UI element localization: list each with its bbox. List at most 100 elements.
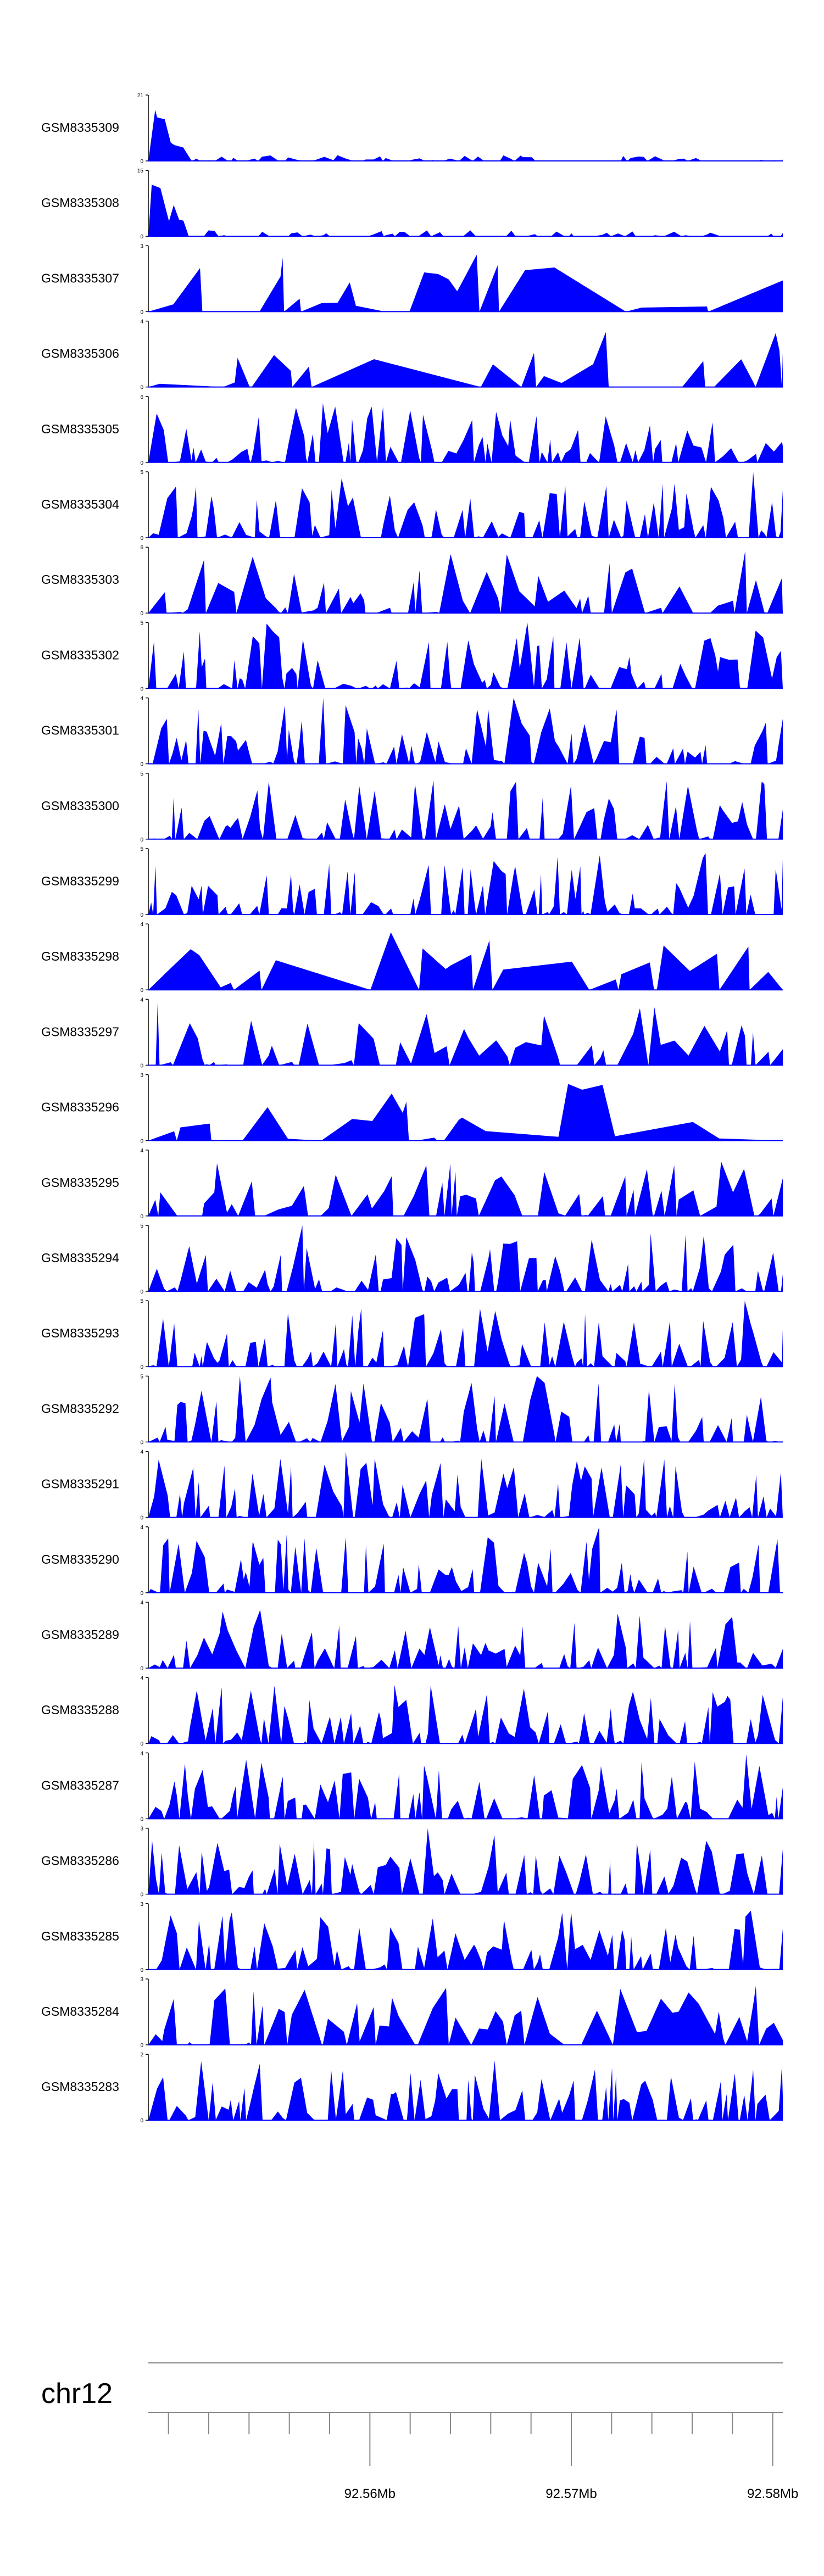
track-GSM8335304: GSM8335304 5 0 <box>41 470 783 542</box>
track-label: GSM8335286 <box>41 1854 119 1868</box>
track-GSM8335299: GSM8335299 5 0 <box>41 846 783 918</box>
y-max-label: 4 <box>140 1525 143 1531</box>
track-GSM8335293: GSM8335293 5 0 <box>41 1298 783 1370</box>
track-label: GSM8335298 <box>41 949 119 963</box>
track-GSM8335302: GSM8335302 5 0 <box>41 620 783 692</box>
coverage-area <box>148 1225 783 1291</box>
y-max-label: 6 <box>140 545 143 551</box>
coverage-area <box>148 403 783 462</box>
coverage-area <box>148 332 783 387</box>
track-label: GSM8335287 <box>41 1778 119 1792</box>
track-label: GSM8335301 <box>41 723 119 738</box>
track-label: GSM8335296 <box>41 1100 119 1114</box>
coverage-area <box>148 1609 783 1668</box>
y-min-label: 0 <box>140 2043 143 2049</box>
track-label: GSM8335284 <box>41 2004 119 2019</box>
y-min-label: 0 <box>140 912 143 918</box>
y-max-label: 4 <box>140 997 143 1003</box>
y-max-label: 4 <box>140 1600 143 1606</box>
coverage-area <box>148 1002 783 1066</box>
y-min-label: 0 <box>140 1967 143 1973</box>
chromosome-label: chr12 <box>41 2378 113 2410</box>
coverage-area <box>148 185 783 237</box>
coverage-area <box>148 472 783 538</box>
track-GSM8335289: GSM8335289 4 0 <box>41 1600 783 1672</box>
y-min-label: 0 <box>140 1063 143 1069</box>
y-max-label: 5 <box>140 470 143 476</box>
y-max-label: 4 <box>140 922 143 928</box>
track-label: GSM8335304 <box>41 497 119 511</box>
y-min-label: 0 <box>140 1364 143 1370</box>
y-max-label: 4 <box>140 1449 143 1456</box>
y-max-label: 5 <box>140 620 143 626</box>
y-min-label: 0 <box>140 536 143 542</box>
y-min-label: 0 <box>140 837 143 843</box>
track-GSM8335306: GSM8335306 4 0 <box>41 319 783 391</box>
y-max-label: 15 <box>137 168 144 174</box>
y-max-label: 3 <box>140 1902 143 1908</box>
coverage-area <box>148 1526 783 1593</box>
track-GSM8335292: GSM8335292 5 0 <box>41 1374 783 1446</box>
coverage-area <box>148 1910 783 1970</box>
y-max-label: 6 <box>140 394 143 400</box>
track-label: GSM8335307 <box>41 271 119 285</box>
y-min-label: 0 <box>140 1666 143 1672</box>
track-GSM8335294: GSM8335294 5 0 <box>41 1223 783 1295</box>
track-label: GSM8335302 <box>41 648 119 662</box>
y-max-label: 4 <box>140 319 143 325</box>
y-min-label: 0 <box>140 1892 143 1898</box>
y-max-label: 5 <box>140 771 143 777</box>
y-max-label: 5 <box>140 1374 143 1380</box>
coverage-area <box>148 1084 783 1141</box>
y-max-label: 2 <box>140 2052 143 2058</box>
track-label: GSM8335306 <box>41 347 119 361</box>
coverage-area <box>148 853 783 915</box>
coverage-area <box>148 1754 783 1819</box>
y-max-label: 3 <box>140 1977 143 1983</box>
track-label: GSM8335292 <box>41 1401 119 1415</box>
track-label: GSM8335289 <box>41 1627 119 1642</box>
y-min-label: 0 <box>140 1214 143 1220</box>
coverage-area <box>148 1376 783 1442</box>
y-max-label: 21 <box>137 93 144 99</box>
y-min-label: 0 <box>140 460 143 466</box>
y-min-label: 0 <box>140 988 143 994</box>
coordinate-label: 92.57Mb <box>545 2486 597 2501</box>
track-GSM8335288: GSM8335288 4 0 <box>41 1675 783 1747</box>
y-max-label: 3 <box>140 243 143 249</box>
y-min-label: 0 <box>140 159 143 165</box>
track-label: GSM8335294 <box>41 1251 119 1265</box>
track-GSM8335298: GSM8335298 4 0 <box>41 922 783 994</box>
coverage-area <box>148 1161 783 1216</box>
track-GSM8335283: GSM8335283 2 0 <box>41 2052 783 2124</box>
track-GSM8335287: GSM8335287 4 0 <box>41 1750 783 1822</box>
y-max-label: 5 <box>140 1298 143 1304</box>
y-min-label: 0 <box>140 1591 143 1597</box>
y-min-label: 0 <box>140 1515 143 1521</box>
track-GSM8335284: GSM8335284 3 0 <box>41 1977 783 2049</box>
track-label: GSM8335291 <box>41 1477 119 1491</box>
y-min-label: 0 <box>140 1289 143 1295</box>
y-min-label: 0 <box>140 1741 143 1747</box>
coverage-area <box>148 551 783 614</box>
track-GSM8335309: GSM8335309 21 0 <box>41 93 783 165</box>
track-GSM8335295: GSM8335295 4 0 <box>41 1148 783 1220</box>
track-label: GSM8335288 <box>41 1703 119 1717</box>
coordinate-label: 92.56Mb <box>344 2486 396 2501</box>
coverage-area <box>148 2060 783 2121</box>
y-max-label: 4 <box>140 1148 143 1154</box>
y-min-label: 0 <box>140 611 143 617</box>
track-label: GSM8335300 <box>41 799 119 813</box>
coverage-area <box>148 622 783 689</box>
coverage-tracks: GSM8335309210GSM8335308150GSM833530730GS… <box>41 93 783 2124</box>
coordinate-label: 92.58Mb <box>747 2486 798 2501</box>
track-GSM8335286: GSM8335286 3 0 <box>41 1826 783 1898</box>
track-label: GSM8335297 <box>41 1024 119 1039</box>
track-GSM8335300: GSM8335300 5 0 <box>41 771 783 843</box>
y-max-label: 4 <box>140 1750 143 1757</box>
coverage-area <box>148 780 783 839</box>
y-min-label: 0 <box>140 234 143 240</box>
track-GSM8335303: GSM8335303 6 0 <box>41 545 783 617</box>
y-min-label: 0 <box>140 385 143 391</box>
